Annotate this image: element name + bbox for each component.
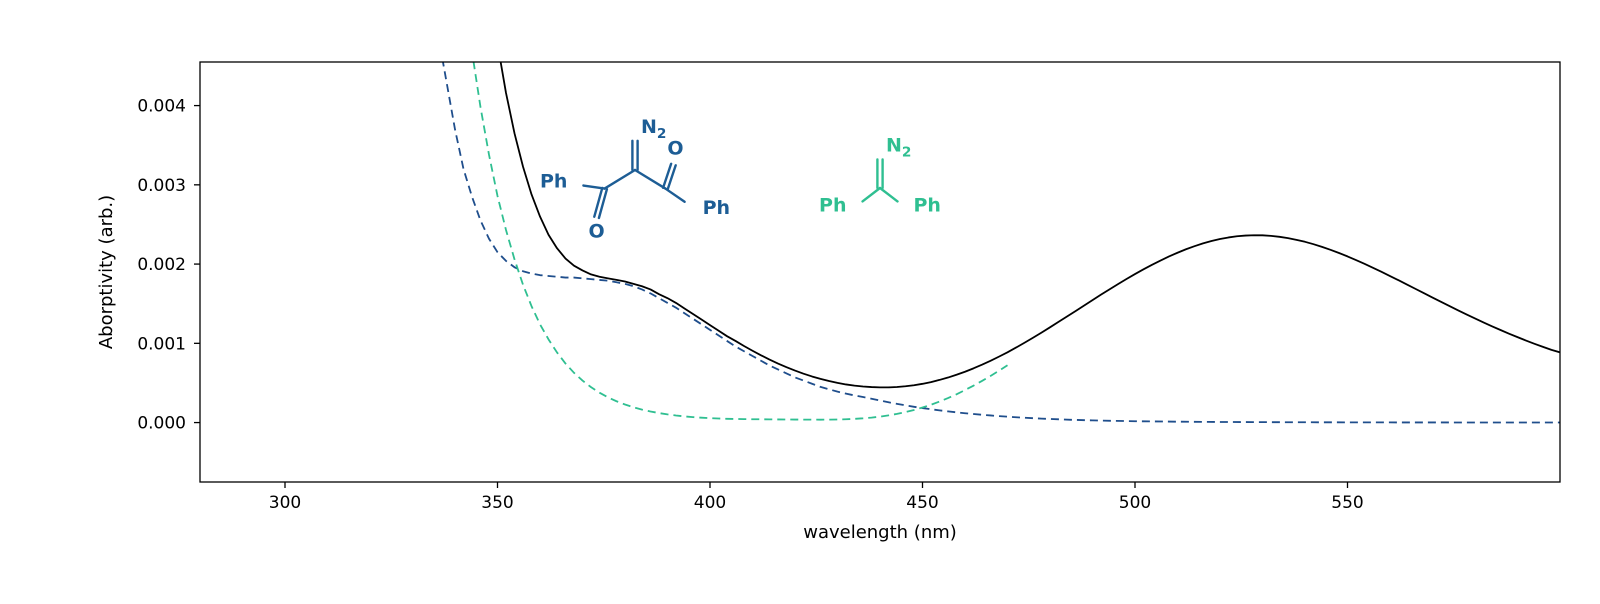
mol-right-n2: N2: [886, 135, 911, 161]
x-tick-label: 300: [269, 493, 301, 513]
x-tick-label: 450: [906, 493, 938, 513]
y-axis-label: Aborptivity (arb.): [96, 195, 117, 349]
figure-container: 300 350 400 450 500 550 0.000 0.001 0.002 0.003 0.…: [0, 0, 1600, 604]
y-tick-label: 0.002: [137, 255, 186, 275]
y-tick-label: 0.000: [137, 414, 186, 434]
mol-right-ph-left: Ph: [819, 194, 846, 216]
mol-left-o-right: O: [667, 138, 683, 160]
mol-left-ph-right: Ph: [703, 197, 730, 219]
x-tick-label: 350: [481, 493, 513, 513]
molecule-right: N2 Ph Ph: [819, 135, 941, 217]
x-tick-label: 400: [694, 493, 726, 513]
mol-right-ph-right: Ph: [914, 194, 941, 216]
mol-left-n2: N2: [641, 116, 666, 142]
mol-left-ph-left: Ph: [540, 171, 567, 193]
x-tick-label: 500: [1119, 493, 1151, 513]
axes-box: [200, 62, 1560, 482]
series-black-solid: [464, 0, 1561, 387]
mol-left-o-left: O: [589, 220, 605, 242]
molecule-left: N2OPhOPh: [540, 116, 730, 243]
y-tick-label: 0.004: [137, 97, 186, 117]
plot-area: [404, 0, 1560, 423]
series-blue-dashed: [404, 0, 1560, 423]
x-tick-label: 550: [1331, 493, 1363, 513]
chart-svg: 300 350 400 450 500 550 0.000 0.001 0.002 0.003 0.…: [0, 0, 1600, 604]
y-tick-label: 0.003: [137, 176, 186, 196]
y-tick-label: 0.001: [137, 334, 186, 354]
x-axis-label: wavelength (nm): [803, 522, 957, 543]
